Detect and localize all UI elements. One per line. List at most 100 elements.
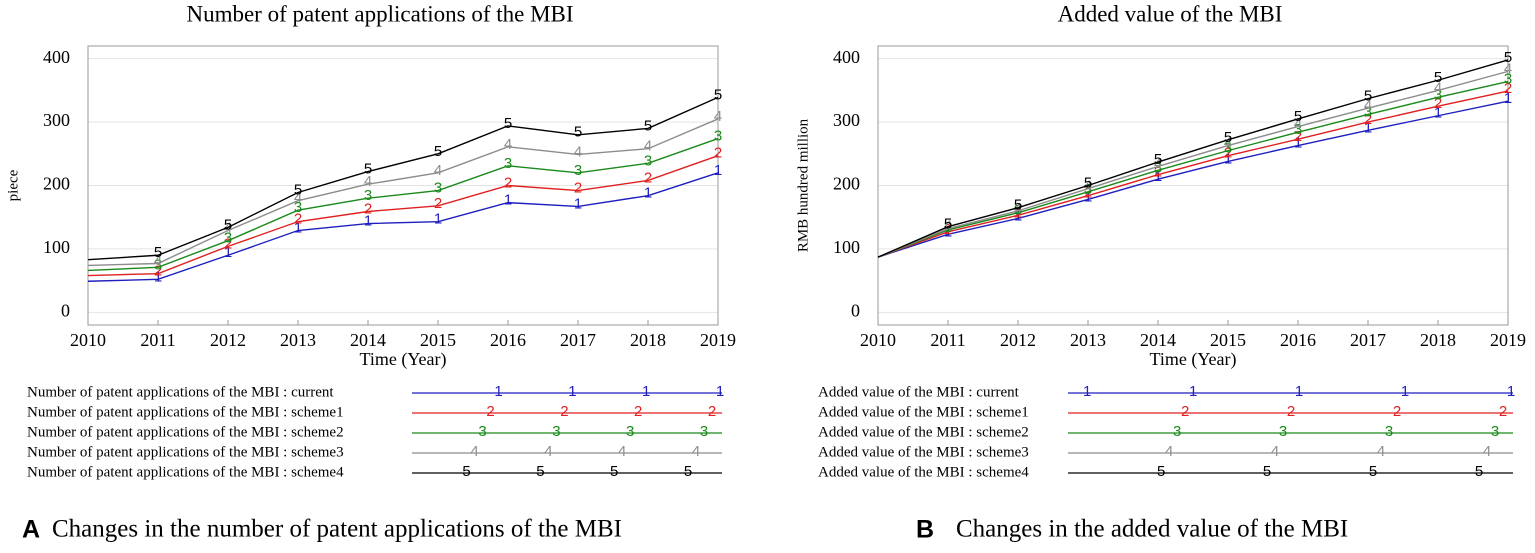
series-marker: 3 <box>1224 140 1232 157</box>
series-marker: 4 <box>1154 155 1162 172</box>
legend-marker: 3 <box>700 423 708 440</box>
series-marker: 1 <box>574 195 582 212</box>
x-tick-label: 2011 <box>140 330 175 350</box>
legend-marker: 4 <box>470 443 478 460</box>
x-tick-label: 2012 <box>210 330 246 350</box>
series-marker: 1 <box>154 268 162 285</box>
legend-marker: 2 <box>1499 403 1507 420</box>
y-axis-label: RMB hundred million <box>795 118 811 252</box>
legend-marker: 3 <box>626 423 634 440</box>
series-marker: 2 <box>504 174 512 191</box>
x-tick-label: 2016 <box>1280 330 1316 350</box>
series-line <box>87 155 719 277</box>
series-marker: 5 <box>434 143 442 160</box>
legend-marker: 3 <box>1173 423 1181 440</box>
legend-marker: 5 <box>610 463 618 480</box>
legend-marker: 4 <box>1377 443 1385 460</box>
series-marker: 3 <box>1154 159 1162 176</box>
series-marker: 2 <box>1434 95 1442 112</box>
series-marker: 5 <box>1154 151 1162 168</box>
series-marker: 1 <box>364 213 372 230</box>
series-marker: 2 <box>1224 145 1232 162</box>
series-marker: 4 <box>364 173 372 190</box>
x-tick-label: 2015 <box>420 330 456 350</box>
legend-label: Number of patent applications of the MBI… <box>27 444 344 460</box>
series-marker: 4 <box>644 138 652 155</box>
series-marker: 2 <box>434 195 442 212</box>
legend-marker: 1 <box>642 383 650 400</box>
x-tick-label: 2010 <box>70 330 106 350</box>
x-tick-label: 2018 <box>630 330 666 350</box>
series-marker: 5 <box>1294 108 1302 125</box>
series-marker: 3 <box>644 152 652 169</box>
y-tick-label: 300 <box>833 110 860 130</box>
series-marker: 1 <box>504 192 512 209</box>
series-marker: 3 <box>504 155 512 172</box>
caption: Changes in the number of patent applicat… <box>52 516 622 543</box>
series-marker: 5 <box>714 86 722 103</box>
legend-marker: 5 <box>1475 463 1483 480</box>
legend-label: Added value of the MBI : scheme1 <box>818 404 1029 420</box>
legend-marker: 4 <box>1483 443 1491 460</box>
series-marker: 1 <box>294 219 302 236</box>
series-marker: 1 <box>1084 188 1092 205</box>
series-marker: 4 <box>574 143 582 160</box>
legend-marker: 1 <box>1295 383 1303 400</box>
series-marker: 2 <box>1084 185 1092 202</box>
series-marker: 3 <box>574 162 582 179</box>
legend-marker: 4 <box>692 443 700 460</box>
series-marker: 1 <box>1364 119 1372 136</box>
series-line <box>87 96 719 261</box>
series-marker: 5 <box>1434 69 1442 86</box>
series-marker: 3 <box>364 187 372 204</box>
legend-marker: 1 <box>1083 383 1091 400</box>
y-tick-label: 300 <box>43 110 70 130</box>
legend-marker: 4 <box>1165 443 1173 460</box>
x-tick-label: 2015 <box>1210 330 1246 350</box>
legend-label: Added value of the MBI : current <box>818 384 1020 400</box>
series-marker: 1 <box>714 162 722 179</box>
series-marker: 5 <box>1014 197 1022 214</box>
series-marker: 1 <box>1434 105 1442 122</box>
legend-marker: 2 <box>1181 403 1189 420</box>
legend-marker: 1 <box>494 383 502 400</box>
legend-label: Number of patent applications of the MBI… <box>27 384 334 400</box>
legend-marker: 1 <box>1507 383 1515 400</box>
legend-marker: 5 <box>462 463 470 480</box>
plot-frame <box>87 45 719 326</box>
series-marker: 3 <box>1364 103 1372 120</box>
x-tick-label: 2010 <box>860 330 896 350</box>
legend-marker: 1 <box>1401 383 1409 400</box>
x-tick-label: 2014 <box>1140 330 1176 350</box>
series-marker: 2 <box>714 145 722 162</box>
x-tick-label: 2017 <box>560 330 596 350</box>
series-marker: 1 <box>1504 90 1512 107</box>
y-tick-label: 200 <box>833 174 860 194</box>
x-tick-label: 2013 <box>280 330 316 350</box>
legend-marker: 4 <box>544 443 552 460</box>
x-tick-label: 2013 <box>1070 330 1106 350</box>
legend-marker: 2 <box>1393 403 1401 420</box>
legend-marker: 5 <box>1157 463 1165 480</box>
legend-marker: 2 <box>1287 403 1295 420</box>
series-marker: 5 <box>504 115 512 132</box>
series-marker: 5 <box>1084 174 1092 191</box>
legend-marker: 3 <box>1491 423 1499 440</box>
series-marker: 2 <box>1154 164 1162 181</box>
x-tick-label: 2016 <box>490 330 526 350</box>
series-line <box>877 70 1509 258</box>
y-tick-label: 100 <box>833 237 860 257</box>
series-marker: 5 <box>1504 49 1512 66</box>
series-marker: 2 <box>644 169 652 186</box>
series-marker: 1 <box>434 211 442 228</box>
legend-marker: 5 <box>1263 463 1271 480</box>
series-marker: 5 <box>644 117 652 134</box>
x-tick-label: 2018 <box>1420 330 1456 350</box>
series-line <box>877 59 1509 258</box>
legend-marker: 4 <box>1271 443 1279 460</box>
series-marker: 4 <box>714 108 722 125</box>
legend-marker: 2 <box>708 403 716 420</box>
legend-marker: 2 <box>634 403 642 420</box>
legend-marker: 1 <box>1189 383 1197 400</box>
panel-letter: A <box>22 516 40 544</box>
